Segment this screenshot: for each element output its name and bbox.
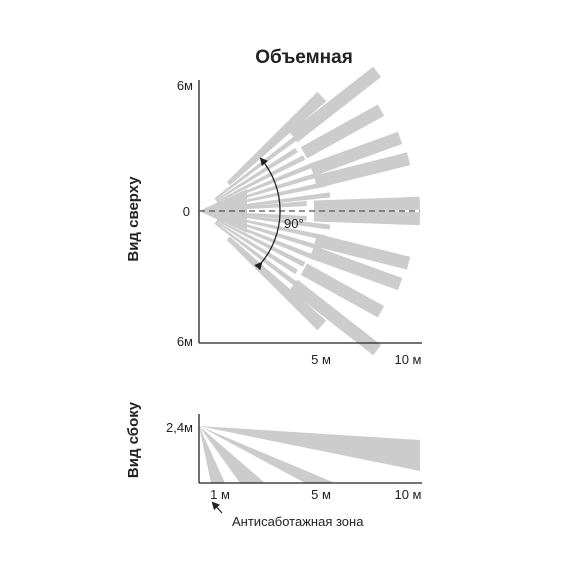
top-beam-lower-0	[226, 236, 327, 331]
x-tick-5m: 5 м	[311, 352, 331, 367]
y-tick-top: 6м	[177, 78, 193, 93]
side-x-tick-5m: 5 м	[311, 487, 331, 502]
side-x-tick-1m: 1 м	[210, 487, 230, 502]
side-view: 2,4м 1 м 5 м 10 м Антисаботажная зона Ви…	[125, 401, 422, 529]
side-x-tick-10m: 10 м	[394, 487, 421, 502]
y-tick-bottom: 6м	[177, 334, 193, 349]
top-beam-lower-4	[313, 233, 411, 270]
side-beam-1	[199, 426, 335, 483]
angle-arc	[254, 157, 281, 271]
top-beam-upper-5	[313, 196, 421, 214]
x-tick-10m: 10 м	[394, 352, 421, 367]
diagram-title: Объемная	[255, 47, 353, 68]
top-beam-lower-11	[218, 214, 327, 241]
top-beam-lower-2	[300, 263, 385, 318]
top-beam-lower-5	[313, 208, 421, 226]
top-beam-lower-3	[309, 245, 403, 291]
top-beam-lower-10	[217, 216, 323, 251]
top-beam-lower-12	[218, 212, 331, 230]
top-beam-upper-11	[218, 181, 327, 208]
top-beam-upper-2	[300, 104, 385, 159]
top-beam-upper-12	[218, 192, 331, 210]
top-beam-upper-10	[217, 171, 323, 206]
side-beam-2	[199, 426, 265, 483]
top-beam-upper-4	[313, 152, 411, 189]
top-beam-upper-0	[226, 91, 327, 186]
height-label: 2,4м	[166, 420, 193, 435]
top-beam-upper-1	[289, 66, 382, 143]
anti-sabotage-arrow	[211, 501, 223, 514]
y-tick-center: 0	[183, 204, 190, 219]
angle-label: 90°	[284, 216, 304, 231]
anti-sabotage-note: Антисаботажная зона	[232, 514, 364, 529]
side-beam-3	[199, 426, 225, 483]
side-beam-0	[199, 426, 420, 471]
side-view-beams	[199, 426, 420, 483]
top-view: 90° 6м 0 6м 5 м 10 м Вид сверху	[125, 66, 422, 367]
top-beam-upper-3	[309, 131, 403, 177]
top-view-label: Вид сверху	[125, 176, 142, 262]
side-view-label: Вид сбоку	[125, 401, 142, 478]
top-beam-lower-1	[289, 279, 382, 356]
